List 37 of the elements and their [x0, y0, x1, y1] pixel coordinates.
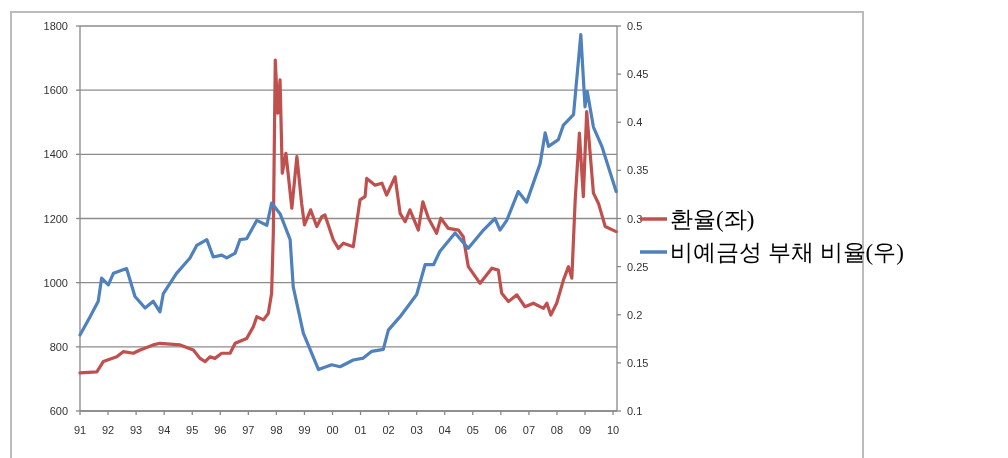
- legend-label: 환율(좌): [670, 207, 755, 232]
- y-tick-label: 1400: [43, 148, 68, 161]
- y2-tick-label: 0.35: [627, 164, 649, 177]
- x-tick-label: 08: [550, 424, 564, 436]
- x-tick-label: 02: [382, 424, 395, 436]
- y-tick-label: 1000: [43, 276, 68, 289]
- x-tick-label: 99: [298, 424, 311, 436]
- y2-tick-label: 0.25: [627, 260, 649, 273]
- x-tick-label: 04: [438, 424, 451, 436]
- x-tick-label: 93: [129, 424, 143, 436]
- y2-tick-label: 0.15: [627, 356, 649, 369]
- x-tick-label: 95: [186, 424, 199, 436]
- x-tick-label: 03: [410, 424, 423, 436]
- x-tick-label: 10: [606, 424, 620, 436]
- x-tick-label: 96: [214, 424, 227, 436]
- x-tick-label: 91: [73, 424, 87, 436]
- y2-tick-label: 0.2: [627, 308, 643, 321]
- y-tick-label: 800: [49, 340, 68, 353]
- x-tick-label: 98: [270, 424, 283, 436]
- x-tick-label: 94: [158, 424, 171, 436]
- legend-label: 비예금성 부채 비율(우): [670, 240, 904, 265]
- y2-tick-label: 0.4: [627, 116, 643, 129]
- y-tick-label: 1200: [43, 212, 68, 225]
- x-tick-label: 00: [326, 424, 339, 436]
- x-tick-label: 01: [354, 424, 367, 436]
- x-tick-label: 05: [466, 424, 479, 436]
- y2-tick-label: 0.45: [627, 68, 649, 81]
- y2-tick-label: 0.5: [627, 20, 643, 32]
- y-tick-label: 600: [49, 405, 68, 417]
- x-tick-label: 06: [494, 424, 507, 436]
- y-tick-label: 1600: [43, 84, 68, 97]
- x-tick-label: 97: [242, 424, 255, 436]
- y-tick-label: 1800: [43, 20, 68, 32]
- x-tick-label: 92: [101, 424, 115, 436]
- x-tick-label: 07: [522, 424, 536, 436]
- x-tick-label: 09: [578, 424, 592, 436]
- y2-tick-label: 0.1: [627, 405, 643, 417]
